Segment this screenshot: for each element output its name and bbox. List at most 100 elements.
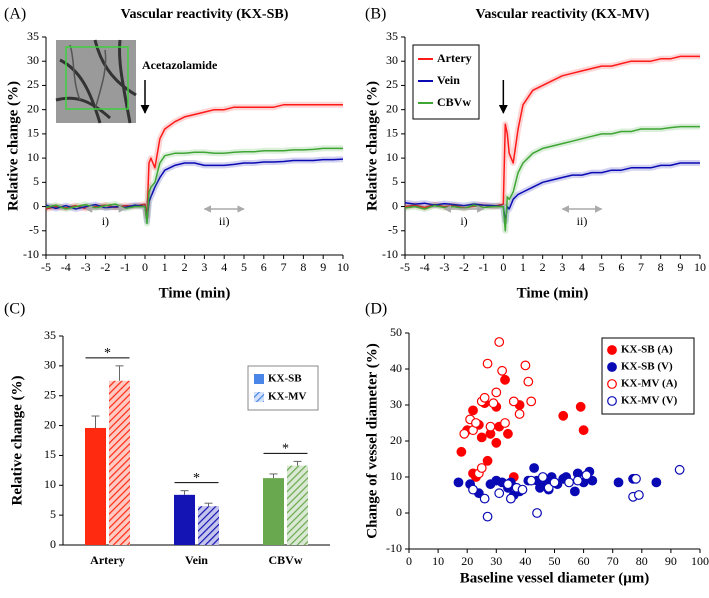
y-tick-label: -5 — [388, 223, 398, 237]
y-tick-label: 40 — [390, 361, 402, 375]
significance-label: * — [193, 471, 200, 486]
y-tick-label: 25 — [44, 387, 56, 401]
x-tick-label: 2 — [540, 260, 546, 274]
x-tick-label: -1 — [120, 260, 130, 274]
point — [564, 477, 574, 488]
point — [537, 472, 548, 482]
legend-label: Artery — [437, 51, 472, 65]
point — [508, 396, 519, 407]
point — [491, 387, 502, 398]
series-band — [45, 156, 344, 225]
point — [497, 365, 508, 376]
x-tick-label: -1 — [479, 260, 489, 274]
y-axis-title: Relative change (%) — [9, 376, 25, 506]
series-line — [404, 162, 700, 222]
x-tick-label: Vein — [185, 553, 208, 567]
y-tick-label: 30 — [386, 53, 398, 67]
x-tick-label: 10 — [694, 260, 706, 274]
x-tick-label: -5 — [41, 260, 51, 274]
point — [494, 337, 505, 347]
point — [529, 463, 540, 473]
y-tick-label: 10 — [27, 150, 39, 164]
point — [613, 477, 624, 488]
point — [569, 486, 580, 497]
x-tick-label: 1 — [520, 260, 526, 274]
y-tick-label: 25 — [386, 77, 398, 91]
legend: Artery Vein CBVw — [412, 44, 480, 120]
y-tick-label: 15 — [386, 126, 398, 140]
legend-box — [601, 337, 695, 415]
y-tick-label: 20 — [44, 417, 56, 431]
legend-label: KX-SB — [268, 373, 302, 385]
x-tick-label: 6 — [618, 260, 624, 274]
x-tick-label: 8 — [300, 260, 306, 274]
x-tick-label: 2 — [182, 260, 188, 274]
significance-label: * — [104, 346, 111, 361]
point — [526, 475, 537, 486]
y-tick-label: 10 — [386, 150, 398, 164]
point — [633, 490, 644, 500]
legend-label: KX-SB (V) — [621, 361, 673, 373]
point — [488, 398, 499, 409]
y-tick-label: 5 — [50, 507, 56, 521]
y-tick-label: 50 — [390, 325, 402, 339]
x-tick-label: 4 — [221, 260, 227, 274]
point — [485, 421, 496, 432]
significance-label: * — [282, 442, 289, 457]
legend-label: KX-MV (V) — [621, 395, 678, 407]
y-tick-label: -10 — [382, 247, 398, 261]
x-axis-title: Baseline vessel diameter (μm) — [460, 570, 649, 586]
y-tick-label: 25 — [27, 77, 39, 91]
legend-swatch — [607, 379, 617, 389]
y-tick-label: 15 — [44, 447, 56, 461]
x-tick-label: -4 — [61, 260, 71, 274]
point — [517, 484, 528, 495]
point — [500, 418, 510, 428]
point — [503, 479, 513, 490]
x-tick-label: 10 — [432, 554, 444, 568]
point — [479, 392, 490, 403]
y-axis-title: Relative change (%) — [364, 81, 380, 211]
y-tick-label: 30 — [27, 53, 39, 67]
point — [543, 482, 554, 493]
x-tick-label: 4 — [579, 260, 585, 274]
y-tick-label: 35 — [386, 29, 398, 43]
legend-label: KX-MV — [268, 391, 307, 403]
legend: KX-SB KX-MV — [247, 365, 319, 411]
point — [549, 477, 560, 488]
legend-box — [247, 365, 319, 411]
point — [520, 360, 531, 371]
x-tick-label: 7 — [281, 260, 287, 274]
x-tick-label: 3 — [201, 260, 207, 274]
y-tick-label: 10 — [44, 477, 56, 491]
legend-swatch — [607, 345, 617, 355]
x-tick-label: 10 — [337, 260, 349, 274]
legend-label: KX-MV (A) — [621, 378, 678, 390]
x-axis-title: Time (min) — [517, 285, 589, 301]
legend-label: CBVw — [437, 95, 471, 109]
x-tick-label: 9 — [677, 260, 683, 274]
x-tick-label: 0 — [406, 554, 412, 568]
x-tick-label: Artery — [90, 553, 125, 567]
point — [459, 428, 470, 439]
y-tick-label: 5 — [392, 174, 398, 188]
inset-image — [55, 39, 137, 124]
y-tick-label: 20 — [386, 101, 398, 115]
x-tick-label: 6 — [261, 260, 267, 274]
point — [523, 376, 534, 387]
x-tick-label: 80 — [636, 554, 648, 568]
interval-label: ii) — [577, 214, 588, 228]
point — [526, 396, 537, 407]
y-tick-label: -10 — [23, 247, 39, 261]
bar — [109, 380, 130, 545]
x-tick-label: 5 — [599, 260, 605, 274]
x-tick-label: -5 — [400, 260, 410, 274]
point — [505, 493, 516, 504]
point — [575, 401, 586, 412]
y-axis-title: Change of vessel diameter (%) — [364, 343, 380, 539]
x-tick-label: 5 — [241, 260, 247, 274]
chart-title: Vascular reactivity (KX-SB) — [121, 7, 289, 22]
x-tick-label: 40 — [519, 554, 531, 568]
